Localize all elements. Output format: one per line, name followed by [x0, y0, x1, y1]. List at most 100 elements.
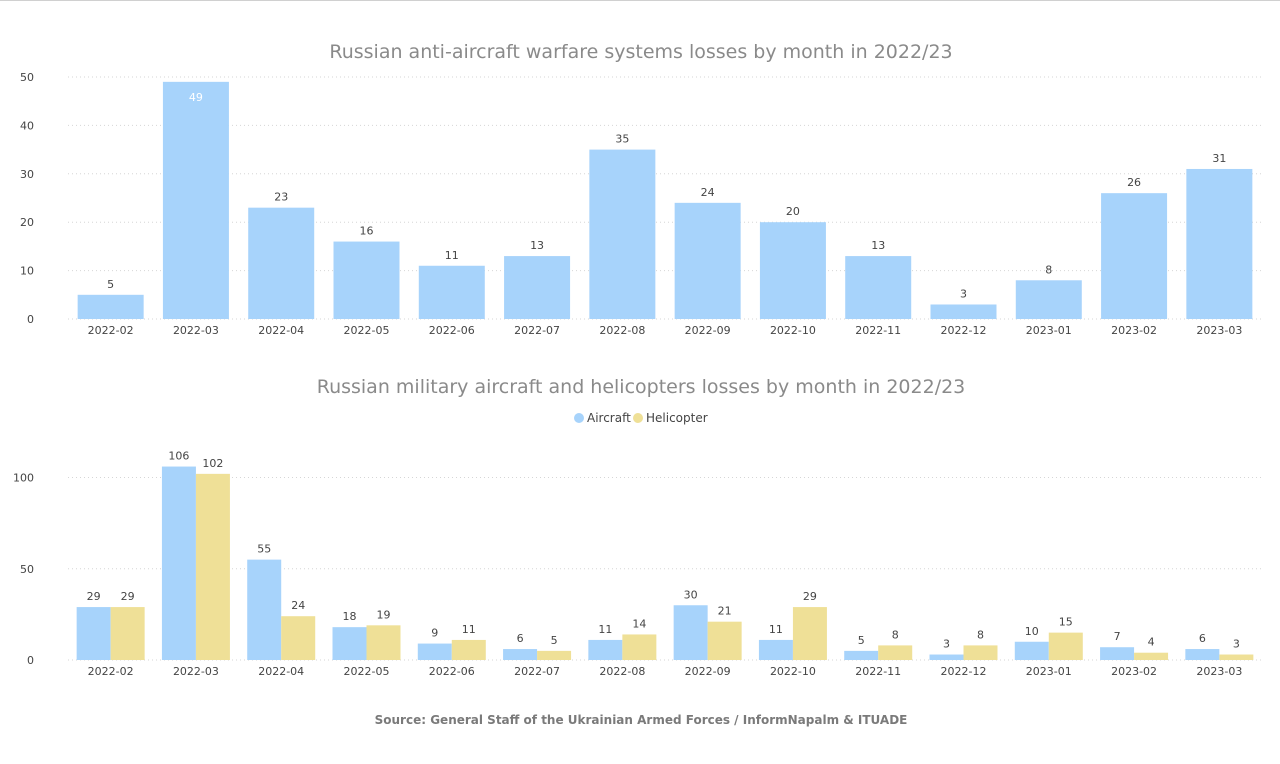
- bar-helicopter-2022-04[interactable]: [281, 616, 316, 660]
- data-label-helicopter-2022-07: 5: [551, 634, 558, 647]
- bar-helicopter-2022-03[interactable]: [195, 473, 230, 660]
- bar-anti-aircraft-systems-2022-08[interactable]: [589, 149, 656, 319]
- bar-anti-aircraft-systems-2022-07[interactable]: [504, 256, 571, 319]
- bar-anti-aircraft-systems-2022-12[interactable]: [930, 304, 997, 319]
- data-label-anti-aircraft-systems-2022-11: 13: [871, 239, 885, 252]
- bar-anti-aircraft-systems-2022-05[interactable]: [333, 241, 400, 319]
- bar-helicopter-2022-05[interactable]: [366, 625, 401, 660]
- x-tick-2023-02: 2023-02: [1111, 665, 1157, 678]
- x-tick-2023-01: 2023-01: [1026, 665, 1072, 678]
- chart2-legend[interactable]: Aircraft Helicopter: [574, 411, 708, 425]
- x-tick-2022-10: 2022-10: [770, 324, 816, 337]
- bar-aircraft-2022-03[interactable]: [161, 466, 196, 660]
- chart1-y-ticks: 0 10 20 30 40 50: [20, 71, 34, 326]
- bar-aircraft-2022-11[interactable]: [844, 650, 879, 660]
- bar-anti-aircraft-systems-2022-03[interactable]: [162, 81, 229, 319]
- legend-helicopter-label[interactable]: Helicopter: [646, 411, 708, 425]
- data-label-aircraft-2022-06: 9: [431, 627, 438, 640]
- bar-aircraft-2023-03[interactable]: [1185, 649, 1220, 660]
- legend-aircraft-label[interactable]: Aircraft: [587, 411, 631, 425]
- data-label-helicopter-2022-02: 29: [121, 590, 135, 603]
- bar-aircraft-2022-10[interactable]: [758, 639, 793, 660]
- x-tick-2022-12: 2022-12: [941, 324, 987, 337]
- bar-anti-aircraft-systems-2023-01[interactable]: [1015, 280, 1082, 319]
- bar-aircraft-2023-01[interactable]: [1014, 641, 1049, 660]
- x-tick-2022-04: 2022-04: [258, 324, 304, 337]
- data-label-helicopter-2022-12: 8: [977, 628, 984, 641]
- bar-helicopter-2023-02[interactable]: [1134, 652, 1169, 660]
- x-tick-2022-11: 2022-11: [855, 665, 901, 678]
- data-label-anti-aircraft-systems-2022-04: 23: [274, 191, 288, 204]
- bar-helicopter-2022-11[interactable]: [878, 645, 913, 660]
- bar-anti-aircraft-systems-2022-09[interactable]: [674, 202, 741, 319]
- data-label-anti-aircraft-systems-2022-07: 13: [530, 239, 544, 252]
- legend-aircraft-swatch: [574, 413, 584, 423]
- bar-aircraft-2022-08[interactable]: [588, 639, 623, 660]
- bar-aircraft-2022-05[interactable]: [332, 627, 367, 660]
- bar-helicopter-2023-03[interactable]: [1219, 654, 1254, 660]
- data-label-anti-aircraft-systems-2022-12: 3: [960, 287, 967, 300]
- y-tick-20: 20: [20, 216, 34, 229]
- data-label-anti-aircraft-systems-2022-06: 11: [445, 249, 459, 262]
- bar-aircraft-2022-07[interactable]: [503, 649, 538, 660]
- bar-aircraft-2022-02[interactable]: [76, 607, 111, 660]
- bar-helicopter-2022-12[interactable]: [963, 645, 998, 660]
- bar-anti-aircraft-systems-2022-02[interactable]: [77, 294, 144, 319]
- data-label-anti-aircraft-systems-2023-02: 26: [1127, 176, 1141, 189]
- chart2-title: Russian military aircraft and helicopter…: [317, 376, 966, 398]
- bar-aircraft-2022-12[interactable]: [929, 654, 964, 660]
- source-credit: Source: General Staff of the Ukrainian A…: [375, 713, 908, 727]
- x-tick-2022-07: 2022-07: [514, 665, 560, 678]
- y-tick-100: 100: [13, 472, 34, 485]
- bar-helicopter-2022-09[interactable]: [707, 621, 742, 660]
- data-label-aircraft-2022-10: 11: [769, 623, 783, 636]
- x-tick-2022-07: 2022-07: [514, 324, 560, 337]
- x-tick-2023-03: 2023-03: [1196, 665, 1242, 678]
- y-tick-10: 10: [20, 265, 34, 278]
- y-tick-0: 0: [27, 654, 34, 667]
- bar-aircraft-2022-04[interactable]: [247, 559, 282, 660]
- x-tick-2022-12: 2022-12: [941, 665, 987, 678]
- x-tick-2022-08: 2022-08: [599, 665, 645, 678]
- data-label-aircraft-2022-11: 5: [858, 634, 865, 647]
- data-label-helicopter-2022-04: 24: [291, 599, 305, 612]
- bar-aircraft-2022-06[interactable]: [417, 643, 452, 660]
- bar-anti-aircraft-systems-2022-06[interactable]: [418, 265, 485, 319]
- data-label-helicopter-2022-06: 11: [462, 623, 476, 636]
- bar-anti-aircraft-systems-2023-03[interactable]: [1186, 168, 1253, 319]
- data-label-aircraft-2022-09: 30: [684, 588, 698, 601]
- bar-helicopter-2022-06[interactable]: [451, 639, 486, 660]
- data-label-helicopter-2022-09: 21: [718, 605, 732, 618]
- bar-anti-aircraft-systems-2022-04[interactable]: [248, 207, 315, 319]
- bar-aircraft-2023-02[interactable]: [1100, 647, 1135, 660]
- data-label-aircraft-2022-08: 11: [598, 623, 612, 636]
- chart1-bars: [77, 81, 1253, 319]
- bar-anti-aircraft-systems-2022-11[interactable]: [845, 256, 912, 319]
- legend-helicopter-swatch: [633, 413, 643, 423]
- bar-helicopter-2022-02[interactable]: [110, 607, 145, 660]
- chart2-x-ticks: 2022-02 2022-03 2022-04 2022-05 2022-06 2022-…: [88, 665, 1243, 678]
- data-label-helicopter-2022-03: 102: [202, 457, 223, 470]
- data-label-anti-aircraft-systems-2022-09: 24: [701, 186, 715, 199]
- x-tick-2022-06: 2022-06: [429, 324, 475, 337]
- data-label-helicopter-2023-03: 3: [1233, 638, 1240, 651]
- bar-helicopter-2022-10[interactable]: [792, 607, 827, 660]
- bar-helicopter-2022-07[interactable]: [537, 650, 572, 660]
- bar-anti-aircraft-systems-2023-02[interactable]: [1101, 193, 1168, 319]
- x-tick-2022-03: 2022-03: [173, 665, 219, 678]
- x-tick-2022-02: 2022-02: [88, 665, 134, 678]
- data-label-helicopter-2022-11: 8: [892, 628, 899, 641]
- bar-anti-aircraft-systems-2022-10[interactable]: [759, 222, 826, 319]
- x-tick-2022-09: 2022-09: [685, 324, 731, 337]
- x-tick-2022-04: 2022-04: [258, 665, 304, 678]
- chart1-x-ticks: 2022-02 2022-03 2022-04 2022-05 2022-06 2022-…: [88, 324, 1243, 337]
- bar-helicopter-2023-01[interactable]: [1048, 632, 1083, 660]
- data-label-aircraft-2022-12: 3: [943, 638, 950, 651]
- y-tick-50: 50: [20, 71, 34, 84]
- data-label-aircraft-2023-03: 6: [1199, 632, 1206, 645]
- bar-helicopter-2022-08[interactable]: [622, 634, 657, 660]
- data-label-anti-aircraft-systems-2022-05: 16: [360, 225, 374, 238]
- bar-aircraft-2022-09[interactable]: [673, 605, 708, 660]
